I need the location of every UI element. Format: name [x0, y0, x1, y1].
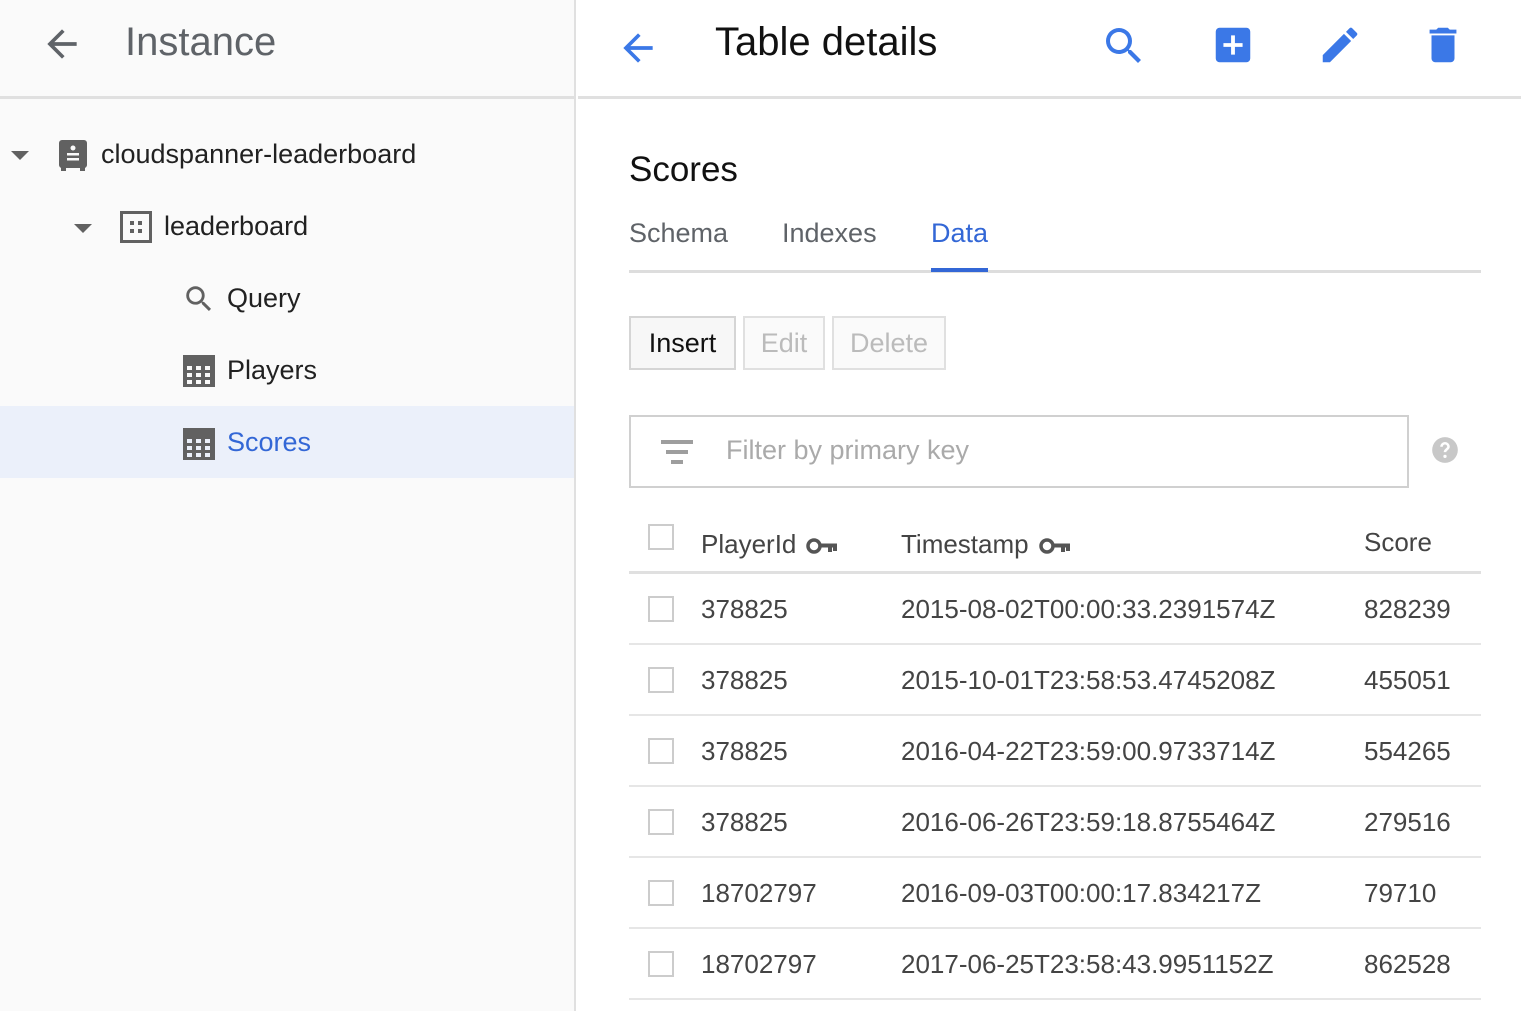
tree-item-query[interactable]: Query — [0, 262, 574, 334]
insert-button[interactable]: Insert — [629, 316, 736, 370]
cell-timestamp: 2015-08-02T00:00:33.2391574Z — [901, 594, 1276, 624]
tree-item-label: leaderboard — [164, 210, 309, 241]
delete-button[interactable]: Delete — [832, 316, 946, 370]
delete-trash-icon[interactable] — [1420, 22, 1466, 68]
sidebar: Instance cloudspanner-leaderboard leader… — [0, 0, 576, 1011]
tree-item-database[interactable]: leaderboard — [0, 190, 574, 262]
table-row[interactable]: 18702797 2016-09-03T00:00:17.834217Z 797… — [629, 858, 1481, 929]
tree-item-instance[interactable]: cloudspanner-leaderboard — [0, 118, 574, 190]
back-arrow-icon[interactable] — [616, 26, 660, 70]
tree-item-label: Scores — [227, 426, 312, 457]
cell-playerid: 18702797 — [701, 878, 817, 908]
search-icon — [186, 286, 212, 312]
cell-score: 828239 — [1364, 594, 1451, 624]
row-checkbox[interactable] — [648, 951, 674, 977]
data-table: PlayerId Timestamp Score 378825 2015-08-… — [629, 505, 1481, 1000]
table-icon — [183, 428, 215, 460]
tab-data[interactable]: Data — [931, 218, 989, 272]
row-checkbox[interactable] — [648, 809, 674, 835]
row-checkbox[interactable] — [648, 596, 674, 622]
select-all-checkbox[interactable] — [648, 524, 674, 550]
cell-timestamp: 2016-06-26T23:59:18.8755464Z — [901, 807, 1276, 837]
tree-item-scores[interactable]: Scores — [0, 406, 574, 478]
edit-pencil-icon[interactable] — [1317, 22, 1363, 68]
tree-item-label: Players — [227, 354, 318, 385]
help-icon[interactable] — [1431, 436, 1459, 464]
cell-timestamp: 2016-04-22T23:59:00.9733714Z — [901, 736, 1276, 766]
table-header-row: PlayerId Timestamp Score — [629, 505, 1481, 574]
column-label: Timestamp — [901, 529, 1029, 559]
caret-down-icon[interactable] — [74, 224, 92, 233]
cell-timestamp: 2016-09-03T00:00:17.834217Z — [901, 878, 1261, 908]
main-panel: Table details Scores Schema Indexes Data… — [578, 0, 1521, 1011]
main-header: Table details — [578, 0, 1521, 99]
tab-bar: Schema Indexes Data — [629, 210, 1481, 273]
edit-button[interactable]: Edit — [743, 316, 825, 370]
table-row[interactable]: 378825 2016-04-22T23:59:00.9733714Z 5542… — [629, 716, 1481, 787]
column-header-score[interactable]: Score — [1364, 527, 1432, 557]
database-icon — [120, 211, 152, 243]
cell-playerid: 378825 — [701, 736, 788, 766]
cell-playerid: 18702797 — [701, 949, 817, 979]
tree-item-players[interactable]: Players — [0, 334, 574, 406]
table-icon — [183, 355, 215, 387]
table-row[interactable]: 18702797 2017-06-25T23:58:43.9951152Z 86… — [629, 929, 1481, 1000]
column-header-timestamp[interactable]: Timestamp — [901, 529, 1071, 560]
back-arrow-icon[interactable] — [40, 22, 84, 66]
search-icon[interactable] — [1100, 22, 1148, 70]
cell-score: 554265 — [1364, 736, 1451, 766]
cell-timestamp: 2017-06-25T23:58:43.9951152Z — [901, 949, 1274, 979]
row-checkbox[interactable] — [648, 880, 674, 906]
cell-playerid: 378825 — [701, 807, 788, 837]
table-row[interactable]: 378825 2016-06-26T23:59:18.8755464Z 2795… — [629, 787, 1481, 858]
filter-box — [629, 415, 1409, 488]
cell-score: 79710 — [1364, 878, 1437, 908]
cell-playerid: 378825 — [701, 594, 788, 624]
tree-item-label: cloudspanner-leaderboard — [101, 138, 417, 169]
cell-score: 279516 — [1364, 807, 1451, 837]
instance-icon — [59, 140, 87, 171]
table-row[interactable]: 378825 2015-08-02T00:00:33.2391574Z 8282… — [629, 574, 1481, 645]
tab-indexes[interactable]: Indexes — [782, 218, 877, 248]
filter-input[interactable] — [726, 435, 1376, 466]
primary-key-icon — [806, 538, 838, 554]
caret-down-icon[interactable] — [11, 151, 29, 160]
page-title: Table details — [715, 20, 938, 64]
tab-schema[interactable]: Schema — [629, 218, 729, 248]
cell-timestamp: 2015-10-01T23:58:53.4745208Z — [901, 665, 1276, 695]
filter-icon — [661, 440, 693, 464]
primary-key-icon — [1038, 538, 1070, 554]
cell-playerid: 378825 — [701, 665, 788, 695]
row-checkbox[interactable] — [648, 667, 674, 693]
tree-item-label: Query — [227, 282, 301, 313]
row-checkbox[interactable] — [648, 738, 674, 764]
sidebar-header: Instance — [0, 0, 574, 99]
add-box-icon[interactable] — [1210, 22, 1256, 68]
cell-score: 455051 — [1364, 665, 1451, 695]
table-name-heading: Scores — [629, 150, 738, 189]
table-row[interactable]: 378825 2015-10-01T23:58:53.4745208Z 4550… — [629, 645, 1481, 716]
column-label: PlayerId — [701, 529, 797, 559]
sidebar-title: Instance — [125, 20, 277, 64]
cell-score: 862528 — [1364, 949, 1451, 979]
column-header-playerid[interactable]: PlayerId — [701, 529, 838, 560]
